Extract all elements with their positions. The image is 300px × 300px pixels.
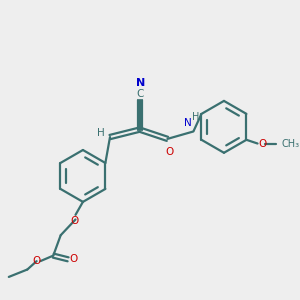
Text: O: O [165,147,173,157]
Text: O: O [70,254,78,264]
Text: N: N [184,118,192,128]
Text: H: H [97,128,105,138]
Text: N: N [136,78,145,88]
Text: CH₃: CH₃ [282,139,300,148]
Text: O: O [258,139,266,148]
Text: H: H [192,112,199,122]
Text: C: C [136,89,143,99]
Text: O: O [32,256,41,266]
Text: O: O [70,216,79,226]
